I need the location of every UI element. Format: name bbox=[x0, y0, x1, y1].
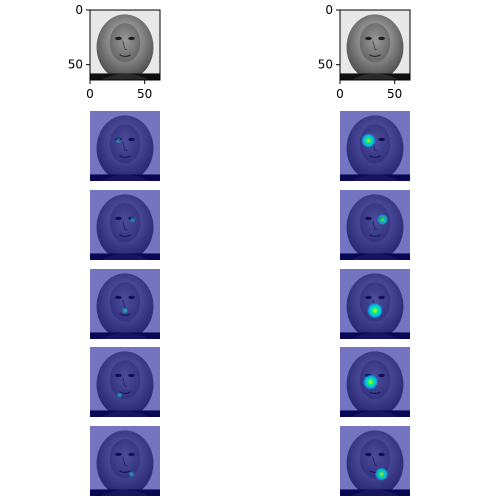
overlay-panel-row1-right bbox=[340, 111, 410, 181]
x-tick-label: 0 bbox=[86, 87, 94, 101]
overlay-panel-row5-right bbox=[340, 426, 410, 496]
overlay-panel-row2-right bbox=[340, 190, 410, 260]
overlay-panel-row5-left bbox=[90, 426, 160, 496]
heatmap-base bbox=[90, 190, 160, 260]
axis-frame bbox=[339, 9, 411, 81]
heatmap-base bbox=[90, 426, 160, 496]
face-image bbox=[340, 10, 410, 80]
heatmap-base bbox=[340, 190, 410, 260]
x-tick-label: 0 bbox=[336, 87, 344, 101]
overlay-panel-row4-left bbox=[90, 347, 160, 417]
heatmap-base bbox=[340, 426, 410, 496]
heatmap-base bbox=[340, 111, 410, 181]
heatmap-base bbox=[90, 347, 160, 417]
overlay-panel-row2-left bbox=[90, 190, 160, 260]
heatmap-hotspot bbox=[115, 137, 122, 144]
overlay-panel-row3-right bbox=[340, 269, 410, 339]
panels: 0 50 0 50 0 50 0 50 bbox=[68, 3, 411, 496]
axes-top-left: 0 50 0 50 bbox=[68, 3, 161, 101]
heatmap-hotspot bbox=[128, 471, 135, 478]
heatmap-base bbox=[90, 269, 160, 339]
face-image bbox=[90, 10, 160, 80]
overlay-panel-row1-left bbox=[90, 111, 160, 181]
axis-frame bbox=[89, 9, 161, 81]
heatmap-hotspot bbox=[361, 133, 376, 148]
heatmap-hotspot bbox=[129, 216, 136, 223]
x-tick-label: 50 bbox=[387, 87, 402, 101]
heatmap-hotspot bbox=[121, 307, 129, 314]
axes-top-right: 0 50 0 50 bbox=[318, 3, 411, 101]
heatmap-hotspot bbox=[116, 392, 123, 399]
heatmap-hotspot bbox=[377, 213, 389, 226]
heatmap-hotspot bbox=[362, 374, 379, 390]
overlay-panel-row3-left bbox=[90, 269, 160, 339]
heatmap-hotspot bbox=[374, 467, 389, 481]
y-tick-label: 0 bbox=[325, 3, 333, 17]
heatmap-hotspot bbox=[367, 302, 383, 319]
y-tick-label: 0 bbox=[75, 3, 83, 17]
x-tick-label: 50 bbox=[137, 87, 152, 101]
overlay-panel-row4-right bbox=[340, 347, 410, 417]
heatmap-base bbox=[90, 111, 160, 181]
y-tick-label: 50 bbox=[318, 58, 333, 72]
y-tick-label: 50 bbox=[68, 58, 83, 72]
